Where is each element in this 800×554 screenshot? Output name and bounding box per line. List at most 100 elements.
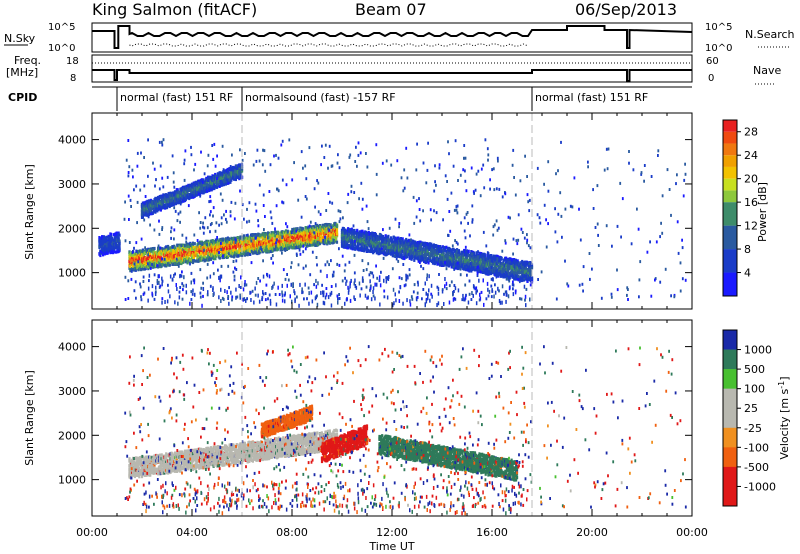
heat-cell	[243, 236, 246, 240]
heat-cell	[227, 181, 230, 185]
heat-cell	[181, 254, 184, 258]
cpid-row: normal (fast) 151 RF normalsound (fast) -…	[92, 86, 692, 111]
heat-cell	[226, 167, 229, 172]
heat-cell	[335, 224, 339, 228]
heat-cell	[279, 245, 282, 249]
heat-cell	[305, 236, 308, 240]
heat-cell	[276, 240, 279, 244]
heat-cell	[303, 240, 306, 244]
heat-cell	[271, 236, 274, 240]
heat-cell	[199, 258, 202, 262]
heat-cell	[242, 245, 246, 249]
heat-cell	[236, 169, 239, 174]
heat-cell	[330, 233, 333, 237]
heat-cell	[200, 250, 203, 254]
heat-cell	[274, 230, 277, 234]
heat-cell	[153, 257, 156, 261]
heat-cell	[326, 228, 329, 232]
power-panel-frame	[91, 112, 693, 310]
heat-cell	[146, 250, 149, 254]
heat-cell	[294, 234, 297, 238]
heat-cell	[194, 259, 197, 263]
heat-cell	[134, 267, 137, 271]
heat-cell	[193, 242, 196, 246]
heat-cell	[169, 246, 172, 250]
heat-cell	[346, 242, 349, 246]
heat-cell	[361, 242, 364, 246]
heat-cell	[361, 229, 364, 233]
heat-cell	[165, 199, 169, 203]
heat-cell	[259, 240, 263, 244]
heat-cell	[300, 229, 303, 234]
heat-cell	[326, 241, 329, 245]
nsearch-trace	[129, 43, 529, 47]
heat-cell	[221, 239, 224, 244]
heat-cell	[172, 191, 175, 195]
heat-cell	[225, 246, 229, 250]
cpid-segment-label: normal (fast) 151 RF	[120, 91, 233, 104]
heat-cell	[309, 243, 312, 247]
heat-cell	[297, 236, 300, 240]
heat-cell	[218, 184, 221, 188]
heat-cell	[387, 234, 390, 238]
heat-cell	[156, 253, 159, 257]
heat-cell	[274, 234, 277, 238]
heat-cell	[368, 240, 371, 245]
heat-cell	[216, 182, 219, 187]
heat-cell	[131, 259, 134, 263]
heat-cell	[166, 251, 169, 255]
heat-cell	[206, 189, 209, 193]
heat-cell	[270, 238, 273, 242]
heat-cell	[173, 244, 176, 248]
heat-cell	[258, 237, 261, 241]
heat-cell	[175, 250, 178, 254]
heat-cell	[135, 252, 138, 256]
freq-unit-label: [MHz]	[6, 66, 38, 79]
heat-cell	[234, 177, 237, 182]
heat-cell	[165, 206, 169, 210]
heat-cell	[268, 233, 271, 237]
heat-cell	[357, 244, 360, 249]
nave-label: Nave	[753, 64, 781, 77]
heat-cell	[265, 243, 268, 247]
heat-cell	[237, 254, 240, 258]
heat-cell	[190, 194, 193, 198]
heat-cell	[225, 239, 228, 243]
heat-cell	[318, 241, 322, 245]
heat-cell	[179, 246, 182, 250]
heat-cell	[237, 252, 240, 256]
heat-cell	[241, 253, 244, 257]
heat-cell	[139, 260, 142, 264]
cpid-segment-label: normal (fast) 151 RF	[535, 91, 648, 104]
heat-cell	[268, 238, 271, 242]
heat-cell	[202, 178, 205, 182]
heat-cell	[335, 231, 339, 235]
heat-cell	[168, 204, 171, 209]
heat-cell	[358, 234, 361, 238]
heat-cell	[225, 237, 228, 241]
heat-cell	[161, 262, 164, 266]
heat-cell	[367, 230, 370, 235]
freq-tick-low: 8	[70, 73, 76, 84]
heat-cell	[280, 239, 283, 243]
heat-cell	[129, 255, 132, 259]
heat-cell	[197, 190, 200, 194]
heat-cell	[202, 250, 205, 254]
heat-cell	[216, 252, 220, 257]
heat-cell	[286, 234, 289, 238]
heat-cell	[364, 241, 367, 245]
heat-cell	[128, 250, 131, 255]
heat-cell	[159, 256, 162, 260]
heat-cell	[238, 248, 241, 252]
heat-cell	[358, 242, 361, 246]
heat-cell	[319, 231, 322, 235]
heat-cell	[207, 239, 210, 243]
heat-cell	[176, 247, 179, 251]
heat-cell	[141, 215, 144, 219]
heat-cell	[335, 237, 338, 241]
heat-cell	[147, 260, 150, 264]
heat-cell	[192, 255, 195, 259]
heat-cell	[322, 235, 325, 239]
heat-cell	[229, 180, 232, 184]
heat-cell	[246, 246, 249, 250]
